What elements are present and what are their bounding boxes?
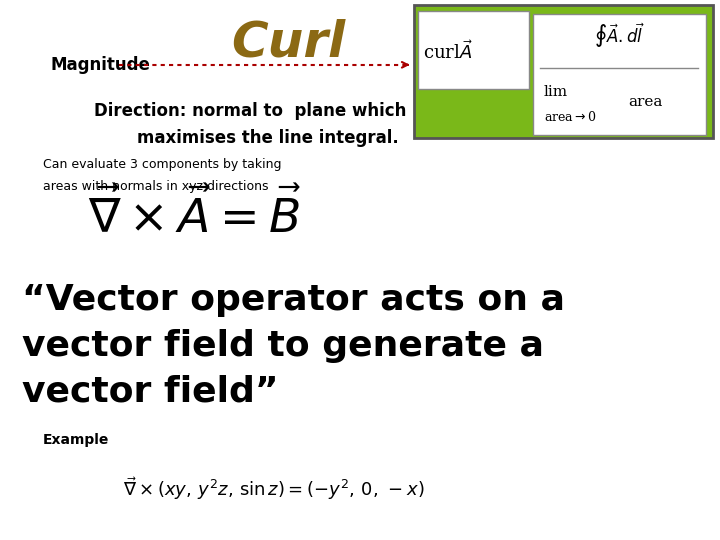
Text: $\vec{\nabla} \times \vec{A} = \vec{B}$: $\vec{\nabla} \times \vec{A} = \vec{B}$ bbox=[88, 190, 301, 242]
Text: Curl: Curl bbox=[231, 19, 345, 67]
Bar bbox=[414, 5, 713, 138]
Text: Direction: normal to  plane which: Direction: normal to plane which bbox=[94, 102, 406, 120]
Text: vector field”: vector field” bbox=[22, 375, 278, 408]
Text: Can evaluate 3 components by taking: Can evaluate 3 components by taking bbox=[43, 158, 282, 171]
Text: $\vec{\nabla} \times (xy,\, y^2z,\, \sin z) = (-y^2,\, 0,\, -x)$: $\vec{\nabla} \times (xy,\, y^2z,\, \sin… bbox=[123, 475, 424, 502]
Text: vector field to generate a: vector field to generate a bbox=[22, 329, 544, 362]
Bar bbox=[418, 11, 529, 89]
Bar bbox=[533, 14, 706, 135]
Text: area$\rightarrow$0: area$\rightarrow$0 bbox=[544, 110, 596, 124]
Text: Example: Example bbox=[43, 433, 109, 447]
Text: curl$\vec{A}$: curl$\vec{A}$ bbox=[423, 40, 474, 63]
Text: lim: lim bbox=[544, 85, 568, 99]
Text: area: area bbox=[628, 95, 662, 109]
Text: “Vector operator acts on a: “Vector operator acts on a bbox=[22, 283, 564, 316]
Text: maximises the line integral.: maximises the line integral. bbox=[137, 129, 399, 147]
Text: areas with normals in xyz directions: areas with normals in xyz directions bbox=[43, 180, 269, 193]
Text: $\oint \vec{A}.d\vec{l}$: $\oint \vec{A}.d\vec{l}$ bbox=[593, 21, 645, 50]
Text: Magnitude: Magnitude bbox=[50, 56, 150, 74]
